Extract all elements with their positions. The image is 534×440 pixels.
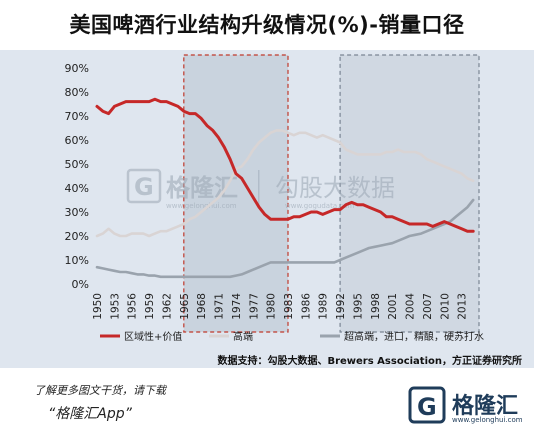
series-lines — [95, 97, 475, 279]
series-line — [95, 129, 475, 238]
y-tick-label: 20% — [65, 230, 89, 243]
y-tick-label: 90% — [65, 62, 89, 75]
watermark-brand-url: www.gelonghui.com — [166, 202, 237, 210]
x-tick-label: 1971 — [214, 293, 226, 320]
legend: 区域性+价值 高端 超高端，进口，精酿，硬苏打水 — [100, 330, 484, 343]
series-line — [95, 97, 475, 233]
brand-url: www.gelonghui.com — [452, 416, 523, 424]
x-tick-label: 1968 — [196, 293, 208, 320]
y-tick-label: 30% — [65, 206, 89, 219]
line-chart: G 格隆汇 www.gelonghui.com 勾股大数据 www.goguda… — [65, 54, 484, 343]
x-tick-label: 1989 — [318, 293, 330, 320]
highlight-band — [339, 54, 480, 333]
x-tick-label: 2004 — [405, 293, 417, 320]
x-tick-label: 1956 — [127, 293, 139, 320]
y-tick-label: 70% — [65, 110, 89, 123]
highlight-band — [183, 54, 289, 333]
x-tick-label: 1959 — [144, 293, 156, 320]
series-line — [95, 198, 475, 279]
highlight-bands — [183, 54, 480, 333]
watermark-divider — [258, 170, 260, 208]
legend-label: 区域性+价值 — [124, 330, 182, 343]
y-tick-label: 80% — [65, 86, 89, 99]
x-tick-label: 1980 — [266, 293, 278, 320]
x-tick-label: 1962 — [161, 293, 173, 320]
brand-logo-icon: G — [408, 386, 446, 424]
y-tick-label: 40% — [65, 182, 89, 195]
x-axis: 1950 1953 1956 1959 1962 1965 1968 1971 1974 1977… — [92, 293, 469, 320]
promo-text: 了解更多图文干货，请下载 — [34, 384, 166, 397]
watermark-site: 勾股大数据 — [275, 174, 395, 202]
svg-text:G: G — [417, 393, 437, 421]
source-note: 数据支持：勾股大数据、Brewers Association，方正证券研究所 — [217, 356, 522, 367]
watermark-site-url: www.gogudata.com — [285, 202, 354, 210]
watermark-logo — [126, 168, 162, 204]
y-tick-label: 10% — [65, 254, 89, 267]
promo-app-name[interactable]: “格隆汇App” — [48, 406, 132, 422]
brand-block: G 格隆汇 www.gelonghui.com — [408, 380, 528, 432]
x-tick-label: 2010 — [439, 293, 451, 320]
watermark-logo-letter: G — [134, 173, 154, 201]
x-tick-label: 1965 — [179, 293, 191, 320]
x-tick-label: 1950 — [92, 293, 104, 320]
y-tick-label: 0% — [72, 278, 89, 291]
x-tick-label: 1995 — [352, 293, 364, 320]
chart-title: 美国啤酒行业结构升级情况(%)-销量口径 — [69, 13, 465, 37]
x-tick-label: 1953 — [109, 293, 121, 320]
legend-label: 超高端，进口，精酿，硬苏打水 — [344, 330, 484, 343]
x-tick-label: 1998 — [370, 293, 382, 320]
y-tick-label: 50% — [65, 158, 89, 171]
y-tick-label: 60% — [65, 134, 89, 147]
x-tick-label: 1983 — [283, 293, 295, 320]
brand-name: 格隆汇 — [452, 394, 519, 419]
y-axis: 0% 10% 20% 30% 40% 50% 60% 70% 80% 90% — [65, 62, 89, 291]
watermark: G 格隆汇 www.gelonghui.com 勾股大数据 www.goguda… — [126, 168, 395, 210]
legend-label: 高端 — [233, 330, 253, 343]
x-tick-label: 2007 — [422, 293, 434, 320]
x-tick-label: 2001 — [387, 293, 399, 320]
x-tick-label: 2013 — [457, 293, 469, 320]
x-tick-label: 1974 — [231, 293, 243, 320]
x-tick-label: 1977 — [248, 293, 260, 320]
x-tick-label: 1986 — [300, 293, 312, 320]
x-tick-label: 1992 — [335, 293, 347, 320]
